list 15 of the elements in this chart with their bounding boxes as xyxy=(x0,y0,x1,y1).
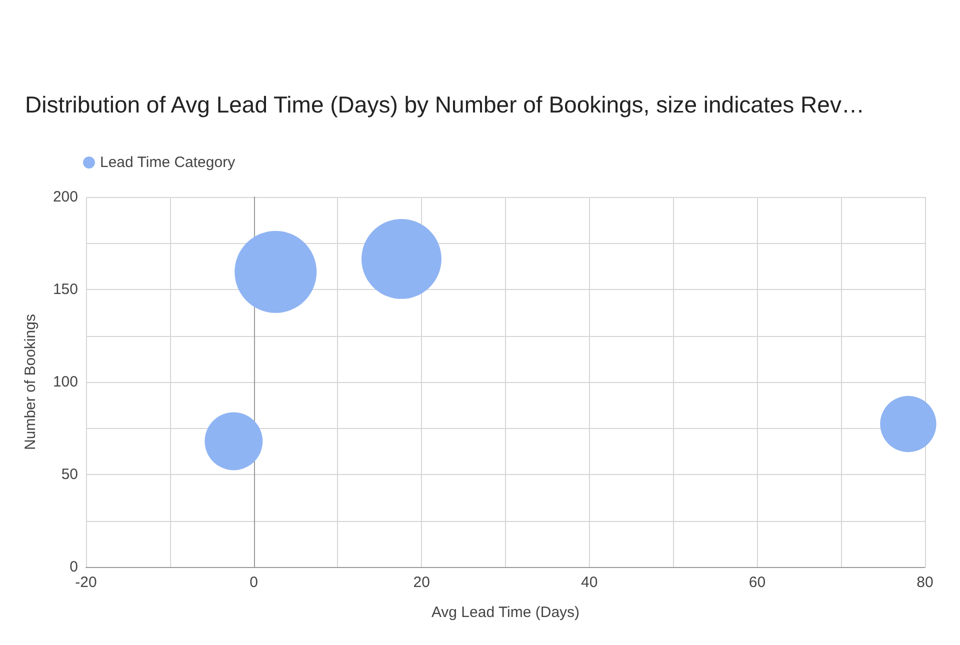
x-tick-label: 40 xyxy=(581,574,598,591)
y-tick-label: 200 xyxy=(52,188,78,206)
x-tick-label: 60 xyxy=(748,574,766,591)
x-tick-label: -20 xyxy=(75,574,97,591)
y-tick-label: 150 xyxy=(52,281,78,298)
x-tick-label: 20 xyxy=(413,574,430,591)
x-tick-label: 80 xyxy=(916,574,934,591)
y-tick-label: 50 xyxy=(61,466,78,483)
y-tick-label: 0 xyxy=(70,558,78,576)
y-axis-title: Number of Bookings xyxy=(22,314,39,450)
y-tick-label: 100 xyxy=(52,374,78,390)
x-tick-label: 0 xyxy=(250,574,258,591)
x-axis-title: Avg Lead Time (Days) xyxy=(431,604,580,621)
legend-label: Lead Time Category xyxy=(100,154,236,171)
chart-title: Distribution of Avg Lead Time (Days) by Number of Bookings, size indicates Rev… xyxy=(25,92,864,118)
